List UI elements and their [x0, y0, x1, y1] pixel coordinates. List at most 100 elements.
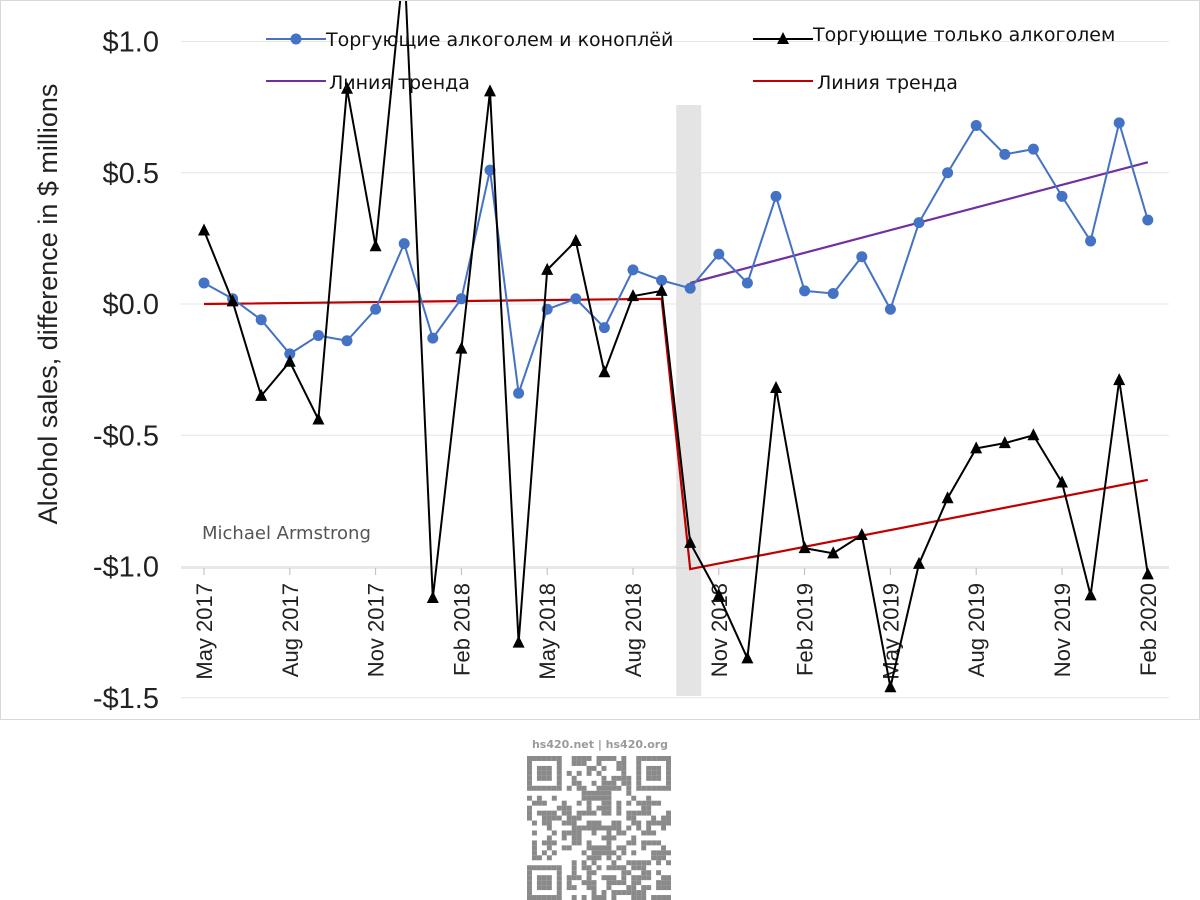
- data-point: [941, 491, 954, 504]
- qr-module: [556, 870, 562, 876]
- qr-module: [541, 765, 547, 771]
- series-line: [203, 119, 1149, 394]
- qr-module: [551, 815, 557, 821]
- qr-module: [606, 825, 612, 831]
- qr-module: [606, 885, 612, 891]
- qr-module: [661, 785, 667, 791]
- qr-module: [636, 890, 642, 896]
- qr-module: [581, 865, 587, 871]
- qr-module: [661, 820, 667, 826]
- qr-module: [536, 800, 542, 806]
- qr-module: [616, 760, 622, 766]
- qr-module: [626, 790, 632, 796]
- data-point: [827, 288, 839, 299]
- qr-module: [616, 855, 622, 861]
- qr-module: [666, 860, 671, 866]
- qr-module: [541, 840, 547, 846]
- qr-module: [651, 850, 657, 856]
- qr-module: [556, 770, 562, 776]
- qr-module: [661, 825, 667, 831]
- qr-module: [586, 810, 592, 816]
- data-point: [455, 293, 467, 305]
- qr-module: [606, 785, 612, 791]
- qr-module: [651, 815, 657, 821]
- qr-module: [631, 810, 637, 816]
- qr-module: [621, 880, 627, 886]
- qr-module: [561, 820, 567, 826]
- trend-line: [203, 297, 1149, 571]
- qr-module: [546, 756, 552, 761]
- qr-module: [576, 825, 582, 831]
- qr-module: [646, 800, 652, 806]
- qr-module: [656, 820, 662, 826]
- data-point: [684, 535, 697, 548]
- qr-module: [611, 875, 617, 881]
- data-point: [998, 436, 1011, 449]
- data-point: [970, 441, 983, 454]
- qr-module: [666, 895, 671, 900]
- qr-module: [576, 835, 582, 841]
- qr-module: [586, 825, 592, 831]
- qr-module: [666, 815, 671, 821]
- qr-module: [546, 775, 552, 781]
- qr-module: [641, 785, 647, 791]
- data-point: [1142, 214, 1154, 226]
- qr-module: [666, 770, 671, 776]
- qr-module: [616, 820, 622, 826]
- qr-module: [566, 830, 572, 836]
- qr-module: [626, 815, 632, 821]
- qr-module: [611, 880, 617, 886]
- data-point: [1084, 588, 1097, 601]
- qr-module: [666, 875, 671, 881]
- x-tick-label: Aug 2018: [621, 583, 646, 677]
- qr-module: [586, 845, 592, 851]
- qr-module: [646, 860, 652, 866]
- data-point: [741, 277, 753, 289]
- legend-marker: [777, 32, 789, 44]
- qr-module: [656, 855, 662, 861]
- data-point: [798, 541, 811, 554]
- qr-module: [651, 785, 657, 791]
- qr-module: [626, 890, 632, 896]
- qr-module: [626, 810, 632, 816]
- qr-module: [626, 780, 632, 786]
- y-axis-label: Alcohol sales, difference in $ millions: [33, 84, 63, 525]
- qr-module: [621, 765, 627, 771]
- qr-module: [596, 760, 602, 766]
- intervention-band: [676, 105, 702, 696]
- data-point: [1027, 143, 1039, 155]
- qr-module: [571, 820, 577, 826]
- qr-module: [631, 885, 637, 891]
- qr-module: [596, 790, 602, 796]
- qr-module: [596, 795, 602, 801]
- qr-module: [581, 880, 587, 886]
- y-tick-label: -$1.5: [93, 683, 159, 715]
- qr-module: [576, 785, 582, 791]
- qr-module: [581, 785, 587, 791]
- qr-module: [666, 765, 671, 771]
- qr-module: [541, 815, 547, 821]
- qr-module: [636, 810, 642, 816]
- qr-module: [641, 800, 647, 806]
- data-point: [283, 354, 296, 367]
- data-point: [884, 680, 897, 693]
- qr-module: [601, 785, 607, 791]
- qr-module: [616, 785, 622, 791]
- qr-module: [601, 795, 607, 801]
- qr-module: [611, 820, 617, 826]
- qr-module: [636, 760, 642, 766]
- y-tick-label: -$1.0: [93, 552, 159, 584]
- qr-module: [636, 756, 642, 761]
- qr-module: [641, 895, 647, 900]
- qr-module: [666, 785, 671, 791]
- data-point: [770, 190, 782, 202]
- qr-module: [616, 805, 622, 811]
- qr-module: [576, 770, 582, 776]
- qr-module: [626, 800, 632, 806]
- footer-text: hs420.net | hs420.org: [531, 738, 669, 751]
- qr-module: [556, 885, 562, 891]
- qr-module: [536, 895, 542, 900]
- qr-module: [641, 805, 647, 811]
- qr-module: [571, 780, 577, 786]
- qr-module: [556, 880, 562, 886]
